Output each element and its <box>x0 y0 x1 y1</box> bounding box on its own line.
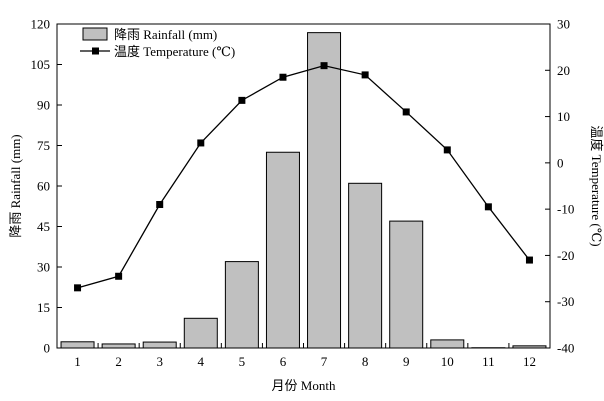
right-axis-label: 温度 Temperature (℃) <box>589 125 604 246</box>
rainfall-bar <box>307 32 342 349</box>
rainfall-bar <box>389 220 424 349</box>
x-tick-label: 6 <box>280 354 287 369</box>
right-tick-label: 10 <box>557 109 570 124</box>
right-tick-label: 20 <box>557 63 570 78</box>
rainfall-bar <box>142 341 177 349</box>
legend-temperature-label: 温度 Temperature (℃) <box>114 44 235 59</box>
rainfall-bar <box>430 339 465 349</box>
left-tick-label: 75 <box>37 138 50 153</box>
right-tick-label: -20 <box>557 248 574 263</box>
right-tick-label: -30 <box>557 294 574 309</box>
x-tick-label: 10 <box>441 354 454 369</box>
x-axis-ticks: 1 2 3 4 5 6 7 8 9 10 11 12 <box>56 343 551 369</box>
temperature-point <box>156 201 164 209</box>
temperature-point <box>197 139 205 147</box>
x-tick-label: 5 <box>239 354 246 369</box>
legend-temperature-marker <box>92 47 99 55</box>
left-axis-ticks: 0 15 30 45 60 75 90 105 120 <box>31 17 62 356</box>
x-tick-label: 12 <box>523 354 536 369</box>
temperature-point <box>361 71 369 79</box>
legend: 降雨 Rainfall (mm) 温度 Temperature (℃) <box>80 27 235 59</box>
left-tick-label: 30 <box>37 260 50 275</box>
x-tick-label: 3 <box>156 354 163 369</box>
rainfall-bar <box>348 182 383 349</box>
temperature-point <box>279 73 287 81</box>
left-tick-label: 0 <box>44 341 51 356</box>
temperature-line <box>77 64 530 289</box>
right-tick-label: -10 <box>557 202 574 217</box>
plot-frame <box>56 23 551 349</box>
temperature-series-line <box>77 64 530 289</box>
left-tick-label: 120 <box>31 17 51 32</box>
right-tick-label: 0 <box>557 155 564 170</box>
x-tick-label: 2 <box>115 354 122 369</box>
left-tick-label: 45 <box>37 219 50 234</box>
temperature-point <box>443 146 451 154</box>
rainfall-bar <box>265 151 300 349</box>
right-tick-label: 30 <box>557 17 570 32</box>
left-tick-label: 105 <box>31 57 51 72</box>
legend-rainfall-label: 降雨 Rainfall (mm) <box>114 27 217 42</box>
temperature-markers <box>74 62 533 292</box>
x-tick-label: 11 <box>482 354 495 369</box>
temperature-point <box>402 108 410 116</box>
left-tick-label: 15 <box>37 300 50 315</box>
rainfall-bar <box>224 261 259 349</box>
temperature-point <box>320 62 328 70</box>
x-tick-label: 8 <box>362 354 369 369</box>
x-tick-label: 4 <box>198 354 205 369</box>
temperature-point <box>525 256 533 264</box>
temperature-point <box>74 284 82 292</box>
temperature-point <box>115 272 123 280</box>
left-axis-label: 降雨 Rainfall (mm) <box>8 134 23 237</box>
legend-rainfall-swatch <box>82 27 108 41</box>
x-tick-label: 9 <box>403 354 410 369</box>
x-tick-label: 1 <box>74 354 81 369</box>
rainfall-bar <box>101 343 136 349</box>
right-tick-label: -40 <box>557 341 574 356</box>
rainfall-bars <box>60 32 547 349</box>
left-tick-label: 60 <box>37 179 50 194</box>
rainfall-bar <box>60 341 95 349</box>
temperature-point <box>238 96 246 104</box>
temperature-point <box>484 203 492 211</box>
right-axis-ticks: -40 -30 -20 -10 0 10 20 30 <box>545 17 574 356</box>
rainfall-bar <box>183 317 218 349</box>
x-axis-label: 月份 Month <box>272 378 336 393</box>
x-tick-label: 7 <box>321 354 328 369</box>
left-tick-label: 90 <box>37 98 50 113</box>
